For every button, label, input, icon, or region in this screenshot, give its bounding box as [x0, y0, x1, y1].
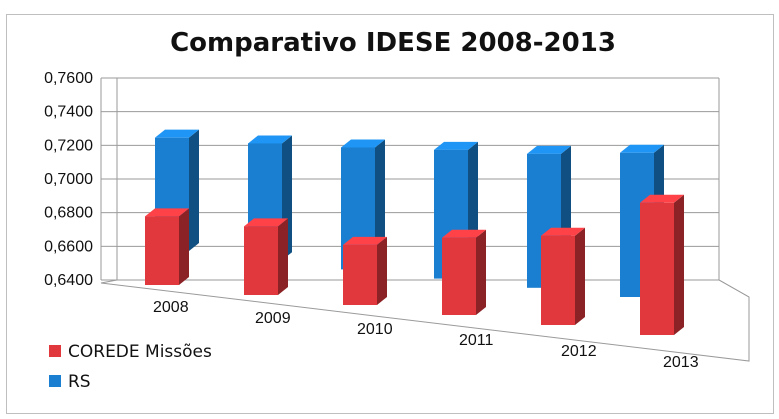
y-tick-label: 0,7400 [44, 104, 93, 121]
chart-svg: 0,6400 0,6600 0,6800 0,7000 0,7200 0,7400 0,76… [44, 28, 750, 392]
legend-swatch [49, 375, 61, 387]
y-tick-label: 0,7000 [44, 171, 93, 188]
bar-corede-2009 [244, 218, 288, 295]
y-tick-label: 0,7200 [44, 137, 93, 154]
bar-corede-2008 [145, 208, 189, 285]
bar-corede-2011 [442, 229, 486, 315]
bar-corede-2010 [343, 236, 387, 305]
legend: COREDE Missões RS [49, 342, 212, 392]
y-tick-label: 0,7600 [44, 70, 93, 87]
bar-corede-2012 [541, 227, 585, 325]
x-tick-label: 2012 [561, 343, 597, 360]
bar-corede-2013 [640, 194, 684, 335]
chart-frame: 0,6400 0,6600 0,6800 0,7000 0,7200 0,7400 0,76… [6, 14, 774, 414]
y-tick-label: 0,6400 [44, 272, 93, 289]
y-tick-label: 0,6600 [44, 238, 93, 255]
chart-title: Comparativo IDESE 2008-2013 [170, 28, 616, 58]
y-tick-label: 0,6800 [44, 205, 93, 222]
x-tick-label: 2009 [255, 310, 291, 327]
legend-label: COREDE Missões [68, 342, 212, 362]
legend-label: RS [68, 372, 91, 392]
floor-edge [718, 279, 750, 298]
x-tick-label: 2010 [357, 321, 393, 338]
x-tick-label: 2008 [153, 299, 189, 316]
legend-swatch [49, 345, 61, 357]
x-tick-label: 2011 [459, 332, 494, 349]
x-tick-label: 2013 [663, 354, 699, 371]
